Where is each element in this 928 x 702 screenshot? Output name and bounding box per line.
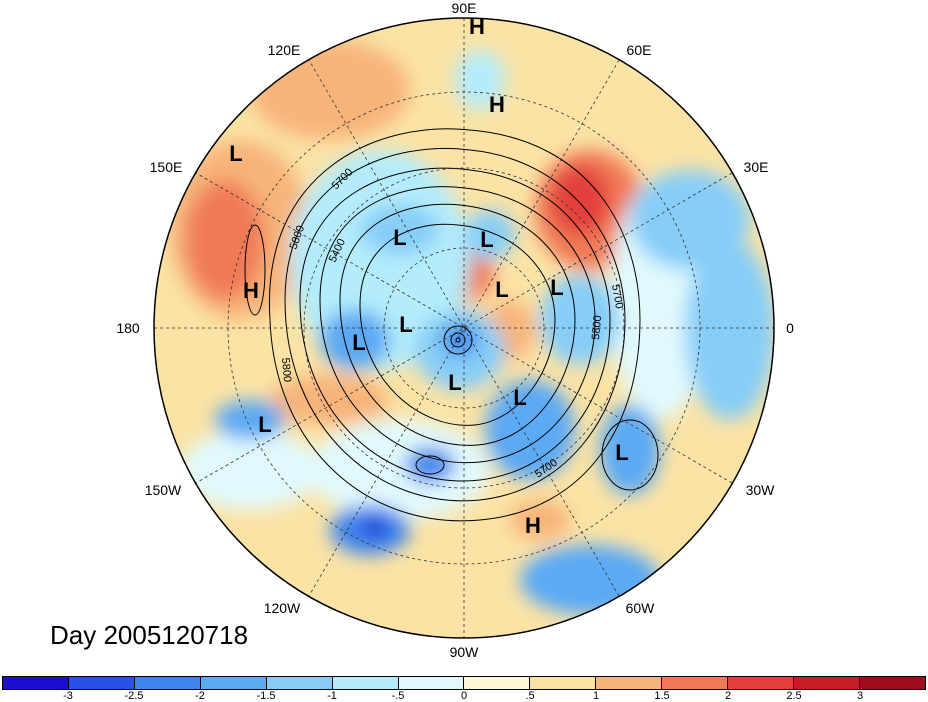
meridian-label: 30W — [746, 482, 776, 498]
colorbar-swatch — [68, 677, 135, 689]
high-marker: H — [525, 513, 541, 538]
map-boundary — [153, 17, 775, 639]
colorbar-swatch — [596, 677, 663, 689]
high-marker: H — [489, 92, 505, 117]
colorbar-tick-label: 2 — [724, 690, 732, 702]
low-marker: L — [550, 275, 563, 300]
low-marker: L — [480, 227, 493, 252]
colorbar-tick-label: -2 — [195, 690, 205, 702]
meridian-label: 150W — [145, 482, 182, 498]
pressure-systems: H H L L L H L L L L L L L L H — [229, 14, 628, 538]
colorbar-swatch — [3, 677, 69, 689]
meridian-label: 90E — [452, 0, 477, 16]
colorbar-tick-label: -.5 — [391, 690, 405, 702]
colorbar-swatch — [530, 677, 597, 689]
colorbar-swatch — [794, 677, 860, 689]
height-contours — [244, 128, 659, 522]
map-title: Day 2005120718 — [50, 620, 249, 650]
colorbar-tick-label: -2.5 — [124, 690, 144, 702]
colorbar-ticks: -3 -2.5 -2 -1.5 -1 -.5 0 .5 1 1.5 2 2.5 3 — [0, 690, 928, 702]
meridian-label: 0 — [786, 320, 794, 336]
colorbar-swatch — [728, 677, 795, 689]
graticule — [154, 18, 774, 638]
colorbar-tick-label: -1 — [327, 690, 337, 702]
contour-label: 5700 — [609, 283, 625, 309]
anomaly-field — [154, 18, 774, 638]
high-marker: H — [469, 14, 485, 39]
colorbar-swatch — [662, 677, 729, 689]
meridian-label: 90W — [450, 644, 480, 660]
contour-label: 5800 — [279, 357, 293, 382]
meridian-label: 60E — [627, 42, 652, 58]
low-marker: L — [615, 440, 628, 465]
colorbar-tick-label: -3 — [63, 690, 73, 702]
colorbar-swatch — [266, 677, 333, 689]
low-marker: L — [448, 370, 461, 395]
high-marker: H — [243, 278, 259, 303]
low-marker: L — [393, 225, 406, 250]
colorbar-tick-label: -1.5 — [256, 690, 276, 702]
low-marker: L — [495, 277, 508, 302]
low-marker: L — [229, 141, 242, 166]
meridian-label: 120E — [268, 42, 301, 58]
colorbar-tick-label: 3 — [856, 690, 864, 702]
colorbar — [2, 676, 926, 690]
low-marker: L — [352, 330, 365, 355]
colorbar-swatch — [398, 677, 465, 689]
meridian-label: 180 — [116, 320, 140, 336]
colorbar-tick-label: 1.5 — [654, 690, 670, 702]
colorbar-tick-label: 2.5 — [786, 690, 802, 702]
meridian-label: 30E — [744, 159, 769, 175]
colorbar-swatch — [134, 677, 201, 689]
low-marker: L — [258, 412, 271, 437]
meridian-labels: 90E 60E 30E 0 30W 60W 90W 120W 150W 180 … — [116, 0, 794, 660]
colorbar-swatch — [859, 677, 925, 689]
colorbar-swatch — [200, 677, 267, 689]
colorbar-tick-label: 1 — [592, 690, 600, 702]
colorbar-swatch — [332, 677, 399, 689]
contour-label: 5800 — [590, 315, 604, 340]
low-marker: L — [399, 312, 412, 337]
colorbar-swatch — [464, 677, 531, 689]
meridian-label: 150E — [150, 159, 183, 175]
meridian-label: 60W — [626, 600, 656, 616]
colorbar-tick-label: 0 — [460, 690, 468, 702]
low-marker: L — [513, 385, 526, 410]
meridian-label: 120W — [264, 600, 301, 616]
colorbar-tick-label: .5 — [525, 690, 535, 702]
